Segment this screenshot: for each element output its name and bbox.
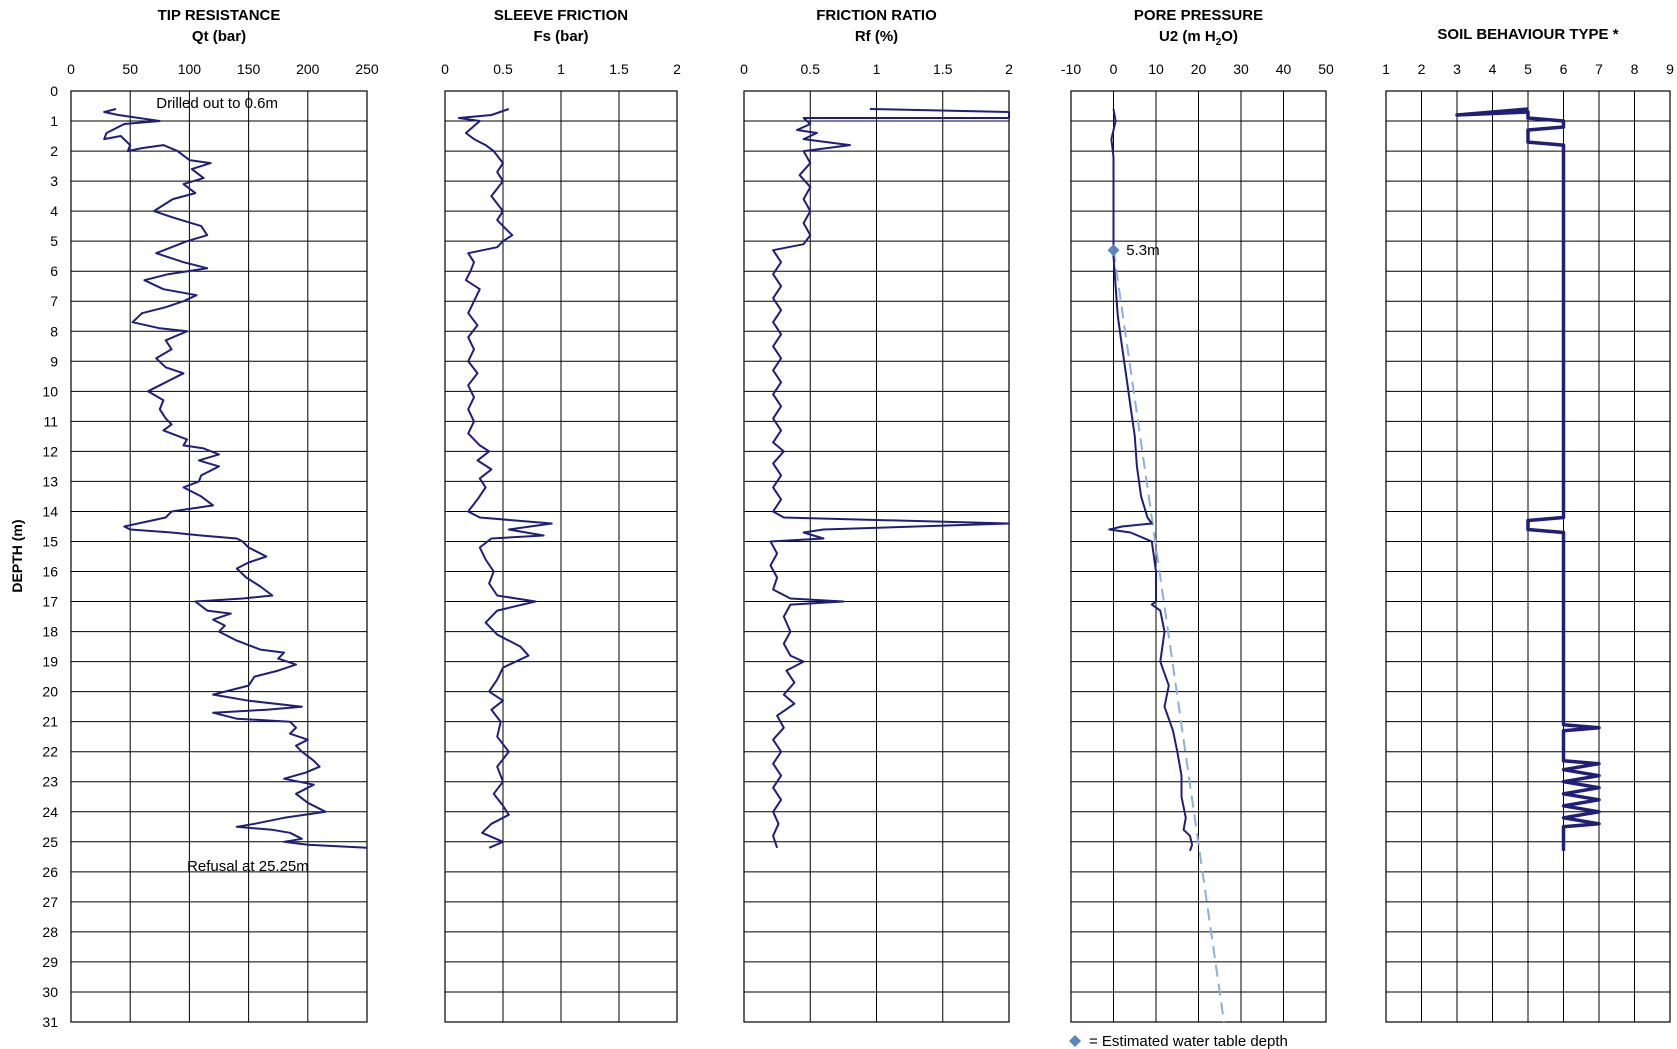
x-tick-label: 0.5 bbox=[801, 61, 821, 77]
x-tick-label: 0 bbox=[740, 61, 748, 77]
y-tick-label: 7 bbox=[50, 293, 58, 309]
x-tick-label: 150 bbox=[237, 61, 261, 77]
x-tick-label: 3 bbox=[1453, 61, 1461, 77]
y-tick-label: 1 bbox=[50, 113, 58, 129]
legend-marker bbox=[1069, 1035, 1081, 1047]
y-tick-label: 9 bbox=[50, 353, 58, 369]
x-tick-label: 2 bbox=[1005, 61, 1013, 77]
x-tick-label: 200 bbox=[296, 61, 320, 77]
y-tick-label: 12 bbox=[42, 443, 58, 459]
x-tick-label: 1 bbox=[1382, 61, 1390, 77]
panel-2: 0 0.5 1 1.5 2 FRICTION RATIO Rf (%) bbox=[740, 7, 1013, 1023]
x-tick-label: 0.5 bbox=[493, 61, 513, 77]
y-tick-label: 22 bbox=[42, 744, 58, 760]
panel-0: 0 50 100 150 200 250 TIP RESISTANCE Qt (bar) Dri… bbox=[67, 7, 379, 1023]
series-line bbox=[1455, 107, 1601, 851]
y-tick-label: 20 bbox=[42, 684, 58, 700]
y-tick-label: 2 bbox=[50, 143, 58, 159]
x-tick-label: 9 bbox=[1666, 61, 1674, 77]
x-tick-label: -10 bbox=[1061, 61, 1081, 77]
y-tick-label: 28 bbox=[42, 924, 58, 940]
y-tick-label: 30 bbox=[42, 984, 58, 1000]
series-line bbox=[769, 108, 1010, 849]
y-tick-label: 16 bbox=[42, 564, 58, 580]
y-tick-label: 4 bbox=[50, 203, 58, 219]
panel-subtitle: Rf (%) bbox=[855, 28, 898, 45]
x-tick-label: 10 bbox=[1148, 61, 1164, 77]
y-tick-label: 15 bbox=[42, 533, 58, 549]
y-tick-label: 13 bbox=[42, 473, 58, 489]
x-tick-label: 4 bbox=[1489, 61, 1497, 77]
x-tick-label: 40 bbox=[1276, 61, 1292, 77]
y-tick-label: 24 bbox=[42, 804, 58, 820]
panel-4: 1 2 3 4 5 6 7 8 9 SOIL BEHAVIOUR TYPE * bbox=[1382, 26, 1674, 1023]
plot-frame bbox=[1070, 90, 1327, 1023]
y-tick-label: 5 bbox=[50, 233, 58, 249]
annotation-text: Drilled out to 0.6m bbox=[156, 95, 278, 112]
legend-text: = Estimated water table depth bbox=[1089, 1033, 1288, 1049]
y-tick-label: 26 bbox=[42, 864, 58, 880]
plot-frame bbox=[444, 90, 678, 1023]
y-tick-label: 27 bbox=[42, 894, 58, 910]
hydrostatic-trend-line bbox=[1112, 250, 1225, 1023]
panel-subtitle: U2 (m H2O) bbox=[1159, 28, 1238, 48]
x-tick-label: 0 bbox=[67, 61, 75, 77]
y-tick-label: 8 bbox=[50, 323, 58, 339]
x-tick-label: 2 bbox=[1418, 61, 1426, 77]
y-tick-label: 17 bbox=[42, 594, 58, 610]
y-tick-label: 23 bbox=[42, 774, 58, 790]
x-tick-label: 2 bbox=[673, 61, 681, 77]
plot-frame bbox=[1385, 90, 1671, 1023]
plot-frame bbox=[743, 90, 1010, 1023]
series-line bbox=[103, 108, 368, 849]
panel-3: -10 0 10 20 30 40 50 PORE PRESSURE U2 (m H2O) 5.3… bbox=[1061, 7, 1334, 1049]
panel-1: 0 0.5 1 1.5 2 SLEEVE FRICTION Fs (bar) bbox=[441, 7, 681, 1023]
y-tick-label: 11 bbox=[43, 413, 58, 429]
panel-title: TIP RESISTANCE bbox=[158, 7, 281, 24]
y-tick-label: 25 bbox=[42, 834, 58, 850]
annotation-text: Refusal at 25.25m bbox=[187, 858, 309, 875]
x-tick-label: 1.5 bbox=[933, 61, 953, 77]
x-tick-label: 1.5 bbox=[609, 61, 629, 77]
series-line bbox=[457, 108, 553, 849]
x-tick-label: 1 bbox=[557, 61, 565, 77]
x-tick-label: 50 bbox=[1318, 61, 1334, 77]
y-tick-label: 10 bbox=[42, 383, 58, 399]
y-tick-label: 19 bbox=[42, 654, 58, 670]
panel-title: PORE PRESSURE bbox=[1134, 7, 1263, 24]
x-tick-label: 5 bbox=[1524, 61, 1532, 77]
x-tick-label: 6 bbox=[1560, 61, 1568, 77]
x-tick-label: 50 bbox=[122, 61, 138, 77]
plot-frame bbox=[70, 90, 368, 1023]
panel-title: FRICTION RATIO bbox=[816, 7, 937, 24]
series-line bbox=[1108, 108, 1194, 852]
y-tick-label: 21 bbox=[42, 714, 58, 730]
y-tick-label: 6 bbox=[50, 263, 58, 279]
y-tick-label: 31 bbox=[42, 1014, 58, 1030]
x-tick-label: 30 bbox=[1233, 61, 1249, 77]
x-tick-label: 250 bbox=[355, 61, 379, 77]
x-tick-label: 20 bbox=[1191, 61, 1207, 77]
y-axis-label: DEPTH (m) bbox=[9, 519, 25, 592]
y-tick-label: 18 bbox=[42, 624, 58, 640]
y-tick-label: 14 bbox=[42, 503, 58, 519]
panel-title: SOIL BEHAVIOUR TYPE * bbox=[1437, 26, 1618, 43]
panel-subtitle: Fs (bar) bbox=[533, 28, 588, 45]
x-tick-label: 100 bbox=[178, 61, 202, 77]
water-table-marker bbox=[1107, 244, 1120, 257]
y-tick-label: 29 bbox=[42, 954, 58, 970]
y-tick-label: 0 bbox=[50, 83, 58, 99]
x-tick-label: 7 bbox=[1595, 61, 1603, 77]
annotation-text: 5.3m bbox=[1126, 242, 1159, 259]
x-tick-label: 0 bbox=[1110, 61, 1118, 77]
x-tick-label: 0 bbox=[441, 61, 449, 77]
y-tick-label: 3 bbox=[50, 173, 58, 189]
x-tick-label: 1 bbox=[873, 61, 881, 77]
x-tick-label: 8 bbox=[1631, 61, 1639, 77]
panel-subtitle: Qt (bar) bbox=[192, 28, 246, 45]
panel-title: SLEEVE FRICTION bbox=[494, 7, 628, 24]
